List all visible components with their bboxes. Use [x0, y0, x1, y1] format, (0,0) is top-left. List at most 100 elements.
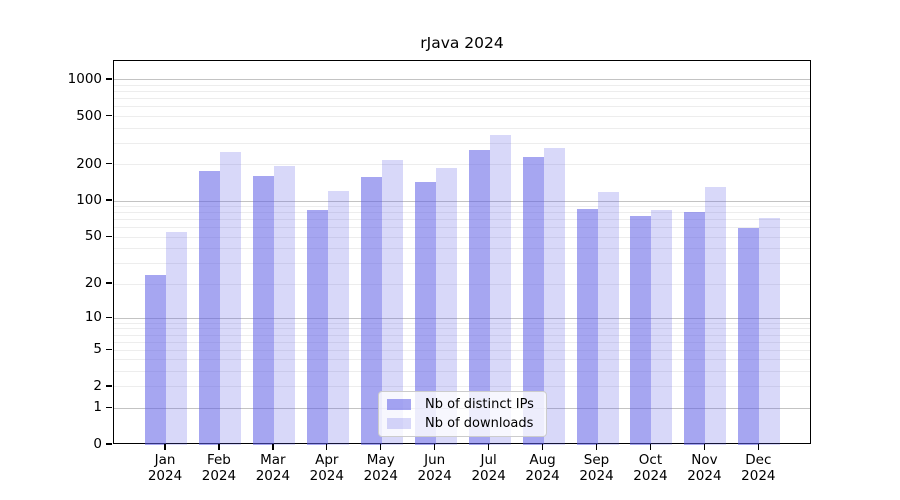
legend-swatch-distinct-ips-icon — [387, 399, 411, 410]
bar-oct-downloads — [651, 210, 673, 445]
legend-swatch-downloads-icon — [387, 418, 411, 429]
bar-feb-downloads — [219, 152, 241, 445]
gridline-minor — [114, 341, 810, 343]
bar-aug-distinct-ips — [522, 157, 544, 445]
x-axis-tick — [218, 444, 220, 450]
y-axis-tick — [106, 114, 112, 117]
x-tick-label-jul: Jul 2024 — [471, 452, 506, 484]
x-tick-label-mar: Mar 2024 — [255, 452, 291, 484]
x-tick-label-may: May 2024 — [363, 452, 398, 484]
x-tick-label-dec: Dec 2024 — [741, 452, 776, 484]
bar-sep-downloads — [597, 192, 619, 445]
bar-may-distinct-ips — [360, 176, 382, 445]
y-tick-label: 100 — [76, 192, 102, 209]
x-axis-tick — [326, 444, 328, 450]
gridline-minor — [114, 164, 810, 166]
x-axis-tick — [541, 444, 544, 450]
gridline-minor — [114, 85, 810, 87]
gridline-minor — [114, 116, 810, 118]
y-axis-tick — [106, 163, 112, 165]
gridline-minor — [114, 127, 810, 129]
gridline-minor — [114, 227, 810, 229]
y-axis-tick — [106, 385, 112, 387]
gridline-minor — [114, 91, 810, 93]
gridline-minor — [114, 206, 810, 208]
y-axis-tick — [106, 348, 112, 350]
x-axis-tick — [487, 444, 490, 450]
x-axis-tick — [164, 444, 166, 450]
gridline-minor — [114, 386, 810, 388]
bar-sep-distinct-ips — [576, 209, 598, 445]
x-tick-label-apr: Apr 2024 — [309, 452, 344, 484]
bar-aug-downloads — [543, 148, 565, 445]
gridline-minor — [114, 349, 810, 351]
y-axis-tick — [106, 78, 112, 80]
x-axis-tick — [757, 444, 759, 450]
bar-mar-distinct-ips — [252, 175, 274, 445]
bar-dec-downloads — [759, 217, 781, 445]
bar-may-downloads — [381, 160, 403, 445]
bar-apr-distinct-ips — [306, 209, 328, 445]
bar-nov-downloads — [705, 187, 727, 445]
gridline-minor — [114, 322, 810, 324]
gridline-major — [114, 317, 810, 319]
y-axis-tick — [106, 443, 112, 445]
x-axis-tick — [703, 444, 706, 450]
x-axis-tick — [272, 444, 274, 450]
legend-item-downloads: Nb of downloads — [387, 416, 534, 431]
bar-jan-downloads — [166, 232, 187, 445]
x-axis-tick — [380, 444, 382, 450]
gridline-minor — [114, 263, 810, 265]
x-axis-tick — [649, 444, 652, 450]
x-tick-label-sep: Sep 2024 — [579, 452, 614, 484]
bar-feb-distinct-ips — [198, 171, 220, 445]
x-tick-label-aug: Aug 2024 — [525, 452, 560, 484]
legend-item-distinct-ips: Nb of distinct IPs — [387, 397, 534, 412]
gridline-minor — [114, 98, 810, 100]
bar-nov-distinct-ips — [684, 212, 706, 445]
gridline-major — [114, 200, 810, 202]
bar-mar-downloads — [273, 166, 295, 445]
x-tick-label-jun: Jun 2024 — [417, 452, 452, 484]
legend: Nb of distinct IPs Nb of downloads — [378, 391, 547, 437]
bar-jun-distinct-ips — [414, 182, 436, 445]
x-tick-label-jan: Jan 2024 — [147, 452, 183, 484]
chart-title: rJava 2024 — [420, 34, 504, 52]
gridline-minor — [114, 236, 810, 238]
y-axis-tick — [106, 199, 112, 201]
bar-jul-downloads — [489, 135, 511, 445]
gridline-minor — [114, 142, 810, 144]
x-axis-tick — [595, 444, 598, 450]
gridline-minor — [114, 212, 810, 214]
y-tick-label: 10 — [84, 309, 102, 326]
gridline-major — [114, 79, 810, 81]
y-tick-label: 500 — [76, 107, 102, 124]
y-tick-label: 20 — [84, 275, 102, 292]
bar-jan-distinct-ips — [145, 274, 166, 445]
y-tick-label: 50 — [84, 228, 102, 245]
bar-dec-distinct-ips — [738, 227, 760, 445]
y-axis-tick — [106, 406, 112, 409]
gridline-minor — [114, 106, 810, 108]
bar-oct-distinct-ips — [630, 216, 652, 445]
legend-label-downloads: Nb of downloads — [425, 416, 534, 431]
gridline-minor — [114, 359, 810, 361]
gridline-minor — [114, 334, 810, 336]
y-tick-label: 1000 — [67, 70, 102, 87]
y-axis-tick — [106, 282, 112, 284]
bar-jul-distinct-ips — [468, 149, 490, 445]
gridline-minor — [114, 283, 810, 285]
gridline-minor — [114, 371, 810, 373]
y-tick-label: 200 — [76, 155, 102, 172]
plot-area — [113, 60, 811, 445]
gridline-minor — [114, 219, 810, 221]
bar-jun-downloads — [435, 168, 457, 445]
x-axis-tick — [434, 444, 436, 450]
y-tick-label: 1 — [93, 399, 102, 416]
x-tick-label-nov: Nov 2024 — [687, 452, 722, 484]
y-tick-label: 0 — [93, 436, 102, 452]
x-tick-label-oct: Oct 2024 — [633, 452, 668, 484]
y-axis-tick — [106, 316, 112, 318]
gridline-minor — [114, 248, 810, 250]
